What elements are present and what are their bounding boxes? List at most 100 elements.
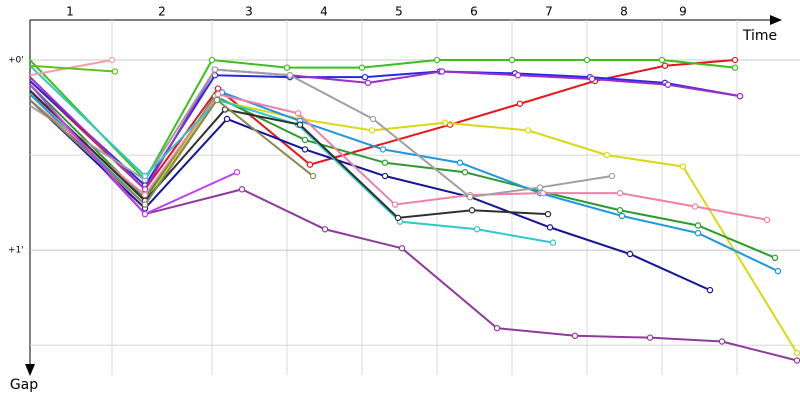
series-line: [29, 89, 798, 362]
point: [736, 92, 744, 100]
point: [646, 334, 654, 341]
point: [468, 207, 476, 214]
point: [616, 207, 624, 214]
point: [546, 224, 554, 231]
point: [493, 324, 501, 332]
point: [514, 72, 522, 79]
point: [771, 254, 779, 262]
point: [309, 172, 317, 180]
series-line: [29, 93, 768, 221]
point: [456, 159, 464, 166]
series-line: [29, 64, 116, 73]
series-line: [29, 93, 798, 354]
point: [679, 163, 687, 170]
point: [618, 212, 626, 220]
point: [301, 146, 309, 153]
point: [694, 222, 702, 229]
point: [694, 229, 702, 237]
x-tick-label: 8: [620, 5, 628, 19]
point: [361, 73, 369, 81]
point: [508, 56, 516, 64]
point: [626, 250, 634, 258]
point: [571, 332, 579, 339]
x-tick-label: 7: [545, 5, 553, 19]
x-tick-label: 5: [395, 5, 403, 19]
point: [381, 172, 389, 180]
point: [381, 159, 389, 166]
series-line: [29, 68, 741, 191]
series-line: [29, 84, 776, 259]
point: [358, 64, 366, 71]
point: [774, 267, 782, 275]
point: [731, 64, 739, 71]
point: [368, 127, 376, 134]
point: [583, 56, 591, 64]
series-line: [29, 58, 736, 182]
point: [238, 186, 246, 193]
point: [664, 81, 672, 88]
point: [536, 184, 544, 191]
point: [616, 189, 624, 197]
point: [691, 203, 699, 210]
point: [141, 201, 149, 208]
point: [213, 96, 221, 104]
point: [283, 64, 291, 71]
point: [364, 79, 372, 87]
point: [539, 189, 547, 197]
point: [214, 91, 222, 98]
point: [658, 56, 666, 64]
y-axis-label: Gap: [10, 377, 38, 393]
point: [394, 214, 402, 222]
point: [379, 146, 387, 153]
y-tick-label: +1': [8, 246, 24, 256]
point: [141, 210, 149, 218]
x-tick-label: 4: [320, 5, 328, 19]
x-tick-label: 3: [245, 5, 253, 19]
x-tick-label: 6: [470, 5, 478, 19]
point: [441, 119, 449, 126]
point: [731, 56, 739, 64]
x-axis-label: Time: [742, 28, 777, 44]
point: [438, 68, 446, 75]
x-tick-label: 2: [158, 5, 166, 19]
point: [208, 56, 216, 64]
point: [524, 127, 532, 134]
point: [301, 136, 309, 144]
point: [369, 115, 377, 123]
point: [296, 121, 304, 128]
point: [306, 161, 314, 168]
point: [398, 245, 406, 252]
point: [391, 201, 399, 208]
point: [294, 110, 302, 117]
point: [461, 169, 469, 176]
point: [588, 75, 596, 83]
point: [793, 349, 800, 357]
point: [549, 239, 557, 246]
x-axis-arrow: [770, 15, 782, 25]
point: [793, 357, 800, 364]
point: [141, 191, 149, 199]
point: [141, 172, 149, 180]
point: [466, 193, 474, 201]
series-line: [29, 98, 314, 207]
point: [473, 226, 481, 233]
x-tick-label: 9: [679, 5, 687, 19]
point: [603, 151, 611, 159]
x-tick-label: 1: [66, 5, 74, 19]
point: [706, 286, 714, 294]
point: [661, 62, 669, 69]
point: [286, 72, 294, 79]
point: [763, 216, 771, 223]
point: [608, 172, 616, 180]
point: [111, 68, 119, 75]
y-axis-arrow: [25, 364, 35, 376]
point: [433, 56, 441, 64]
point: [516, 100, 524, 107]
point: [321, 226, 329, 233]
series-line: [29, 68, 613, 198]
point: [544, 210, 552, 218]
y-tick-label: +0': [8, 56, 24, 66]
point: [223, 115, 231, 123]
